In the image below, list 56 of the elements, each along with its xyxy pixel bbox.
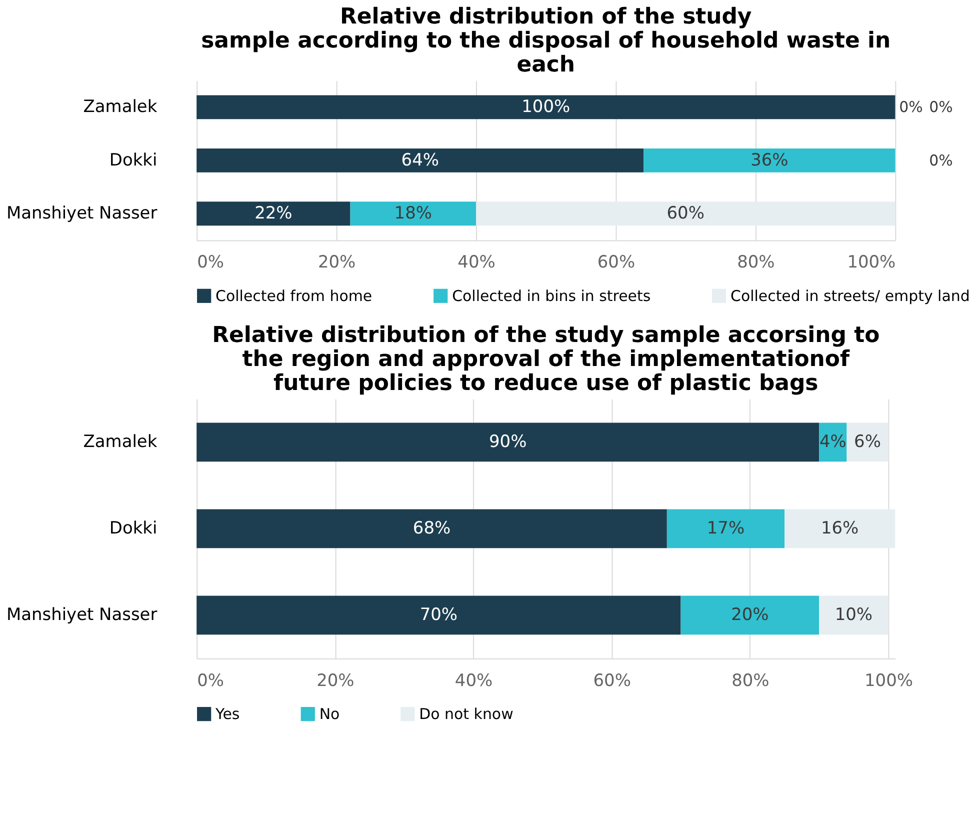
data-label: 10% <box>834 604 873 624</box>
text: Relative distribution of the study <box>340 4 752 30</box>
text: each <box>516 52 576 78</box>
data-label: 60% <box>666 202 704 223</box>
data-label: 22% <box>254 202 292 223</box>
x-tick-label: 20% <box>318 252 356 272</box>
legend-label: Yes <box>214 705 240 724</box>
text: the region and approval of the implementationof <box>242 346 850 372</box>
bar <box>819 596 888 635</box>
bar <box>196 509 667 548</box>
y-tick-label: Dokki <box>109 518 158 538</box>
bar <box>196 422 820 462</box>
data-label: 0% <box>929 151 953 170</box>
data-label: 17% <box>706 518 745 538</box>
data-label: 100% <box>522 96 570 116</box>
data-label: 6% <box>854 431 881 452</box>
bar <box>196 596 681 635</box>
data-label: 20% <box>731 604 769 624</box>
legend-label: Collected from home <box>216 286 372 305</box>
bar <box>846 422 888 462</box>
legend-label: No <box>319 705 340 724</box>
x-tick-label: 40% <box>458 252 496 272</box>
legend-label: Do not know <box>419 705 514 724</box>
x-tick-label: 60% <box>593 670 631 690</box>
y-tick-label: Zamalek <box>83 96 158 116</box>
x-tick-label: 40% <box>454 670 493 690</box>
legend-label: Collected in bins in streets <box>452 286 651 305</box>
data-label: 0% <box>929 98 953 116</box>
bar <box>666 509 784 548</box>
y-tick-label: Dokki <box>109 149 158 170</box>
x-tick-label: 80% <box>732 670 770 690</box>
legend-label: Collected in streets/ empty land <box>730 286 970 305</box>
y-tick-label: Manshiyet Nasser <box>6 604 158 624</box>
data-label: 70% <box>420 604 458 624</box>
data-label: 36% <box>750 149 788 170</box>
y-tick-label: Manshiyet Nasser <box>6 202 158 223</box>
data-label: 64% <box>401 149 439 170</box>
text: Relative distribution of the study sample accorsing to <box>212 323 880 348</box>
x-tick-label: 0% <box>197 670 224 690</box>
data-label: 0% <box>899 98 923 116</box>
x-tick-label: 20% <box>316 670 354 690</box>
data-label: 4% <box>819 431 846 452</box>
data-label: 18% <box>394 202 432 223</box>
text: sample according to the disposal of household waste in <box>201 28 891 54</box>
x-tick-label: 60% <box>597 252 636 272</box>
y-tick-label: Zamalek <box>83 431 158 452</box>
bar <box>680 596 820 635</box>
x-tick-label: 100% <box>864 670 913 690</box>
data-label: 90% <box>488 431 527 452</box>
x-tick-label: 100% <box>847 252 896 272</box>
bar <box>784 509 896 548</box>
data-label: 16% <box>820 518 859 538</box>
data-label: 68% <box>412 518 451 538</box>
text: future policies to reduce use of plastic bags <box>274 370 818 396</box>
x-tick-label: 0% <box>197 252 224 272</box>
x-tick-label: 80% <box>737 252 775 272</box>
